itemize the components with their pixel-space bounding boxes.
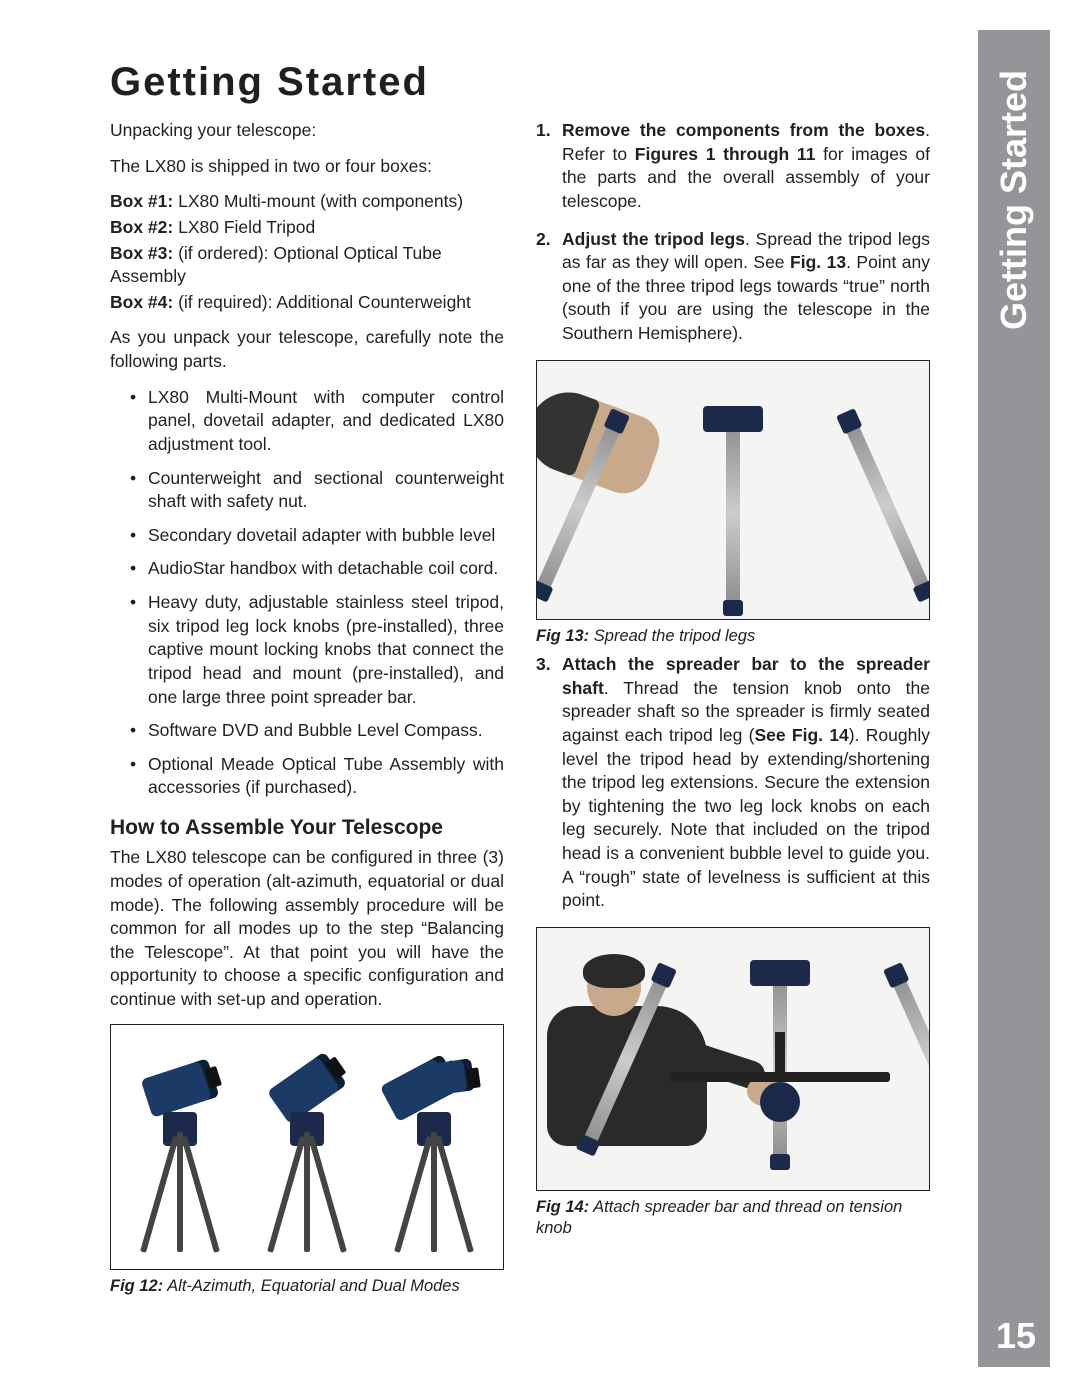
manual-page: Getting Started 15 Getting Started Unpac… (0, 0, 1080, 1397)
list-item: Counterweight and sectional counterweigh… (130, 467, 504, 514)
unpack-note: As you unpack your telescope, carefully … (110, 326, 504, 373)
tripod-icon (620, 954, 930, 1174)
page-number: 15 (996, 1315, 1036, 1357)
page-title: Getting Started (110, 60, 930, 105)
figure-12-caption: Fig 12: Alt-Azimuth, Equatorial and Dual… (110, 1276, 504, 1297)
figure-13-image (536, 360, 930, 620)
list-item: Optional Meade Optical Tube Assembly wit… (130, 753, 504, 800)
figure-13: Fig 13: Spread the tripod legs (536, 360, 930, 647)
step-2: Adjust the tripod legs. Spread the tripo… (536, 228, 930, 346)
list-item: LX80 Multi-Mount with computer control p… (130, 386, 504, 457)
figure-14-image (536, 927, 930, 1191)
assemble-heading: How to Assemble Your Telescope (110, 814, 504, 842)
content-area: Getting Started Unpacking your telescope… (110, 60, 930, 1303)
figure-14: Fig 14: Attach spreader bar and thread o… (536, 927, 930, 1240)
intro-line-1: Unpacking your telescope: (110, 119, 504, 143)
assembly-steps-cont: Attach the spreader bar to the spreader … (536, 653, 930, 913)
figure-12: Fig 12: Alt-Azimuth, Equatorial and Dual… (110, 1024, 504, 1297)
step-1: Remove the components from the boxes. Re… (536, 119, 930, 214)
step-3: Attach the spreader bar to the spreader … (536, 653, 930, 913)
parts-bullet-list: LX80 Multi-Mount with computer control p… (110, 386, 504, 800)
box-1: Box #1: LX80 Multi-mount (with component… (110, 190, 504, 214)
left-column: Unpacking your telescope: The LX80 is sh… (110, 119, 504, 1303)
figure-14-caption: Fig 14: Attach spreader bar and thread o… (536, 1197, 930, 1240)
tripod-icon (573, 400, 893, 619)
right-column: Remove the components from the boxes. Re… (536, 119, 930, 1303)
box-4: Box #4: (if required): Additional Counte… (110, 291, 504, 315)
side-tab: Getting Started (978, 30, 1050, 1367)
box-2: Box #2: LX80 Field Tripod (110, 216, 504, 240)
box-3: Box #3: (if ordered): Optional Optical T… (110, 242, 504, 289)
list-item: Heavy duty, adjustable stainless steel t… (130, 591, 504, 709)
figure-12-image (110, 1024, 504, 1270)
assembly-steps: Remove the components from the boxes. Re… (536, 119, 930, 346)
list-item: AudioStar handbox with detachable coil c… (130, 557, 504, 581)
telescope-icon (125, 1042, 235, 1252)
assemble-paragraph: The LX80 telescope can be configured in … (110, 846, 504, 1011)
telescope-icon (252, 1042, 362, 1252)
telescope-icon (379, 1042, 489, 1252)
box-contents-list: Box #1: LX80 Multi-mount (with component… (110, 190, 504, 314)
list-item: Secondary dovetail adapter with bubble l… (130, 524, 504, 548)
intro-line-2: The LX80 is shipped in two or four boxes… (110, 155, 504, 179)
side-tab-label: Getting Started (993, 70, 1035, 330)
figure-13-caption: Fig 13: Spread the tripod legs (536, 626, 930, 647)
two-column-layout: Unpacking your telescope: The LX80 is sh… (110, 119, 930, 1303)
list-item: Software DVD and Bubble Level Compass. (130, 719, 504, 743)
